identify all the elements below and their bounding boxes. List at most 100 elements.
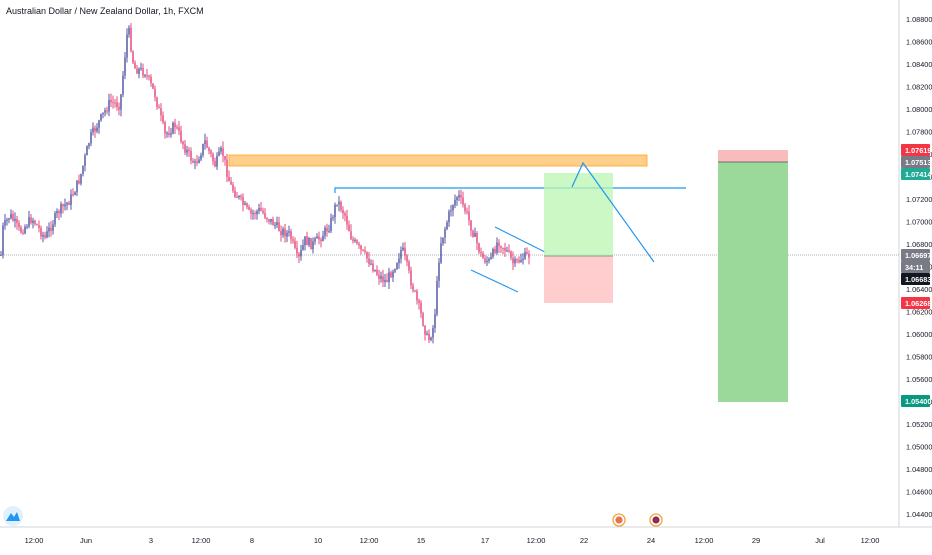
- candle-body: [356, 240, 358, 244]
- candle-body: [364, 250, 366, 252]
- price-tick-label: 1.04600: [906, 488, 932, 497]
- candle-body: [150, 77, 152, 84]
- price-marker-badge: [901, 261, 930, 273]
- candle-body: [70, 194, 72, 205]
- candle-body: [342, 210, 344, 214]
- price-marker-label: 1.05400: [905, 397, 931, 406]
- candle-body: [348, 224, 350, 232]
- candle-body: [188, 149, 190, 152]
- candle-body: [88, 143, 90, 147]
- price-marker-label: 1.06683: [905, 275, 931, 284]
- candle-body: [216, 155, 218, 167]
- candle-body: [114, 102, 116, 104]
- candle-body: [472, 230, 474, 237]
- candle-body: [146, 75, 148, 77]
- candle-body: [176, 127, 178, 129]
- candle-body: [222, 148, 224, 157]
- event-dot: [615, 516, 623, 524]
- candle-body: [394, 269, 396, 272]
- time-tick-label: 12:00: [360, 536, 379, 545]
- candle-body: [416, 290, 418, 301]
- candle-body: [180, 130, 182, 142]
- candle-body: [368, 258, 370, 265]
- candle-body: [226, 159, 228, 177]
- candle-body: [316, 236, 318, 239]
- candle-body: [20, 227, 22, 233]
- candle-body: [42, 234, 44, 237]
- candle-body: [94, 127, 96, 132]
- candle-body: [252, 213, 254, 215]
- projected-path-line: [571, 161, 655, 263]
- candle-body: [408, 261, 410, 271]
- candle-body: [2, 225, 4, 255]
- candle-body: [488, 258, 490, 261]
- candle-body: [204, 140, 206, 145]
- price-tick-label: 1.08400: [906, 60, 932, 69]
- price-marker-badge: [901, 156, 930, 168]
- candle-body: [256, 211, 258, 215]
- candle-body: [362, 249, 364, 251]
- candle-body: [310, 238, 312, 250]
- candle-body: [458, 195, 460, 198]
- candle-body: [262, 210, 264, 213]
- candle-body: [238, 195, 240, 198]
- candle-body: [186, 149, 188, 153]
- candle-body: [308, 238, 310, 246]
- candle-body: [230, 181, 232, 185]
- candle-body: [324, 227, 326, 236]
- price-marker-label: 1.07513: [905, 158, 931, 167]
- candle-body: [98, 120, 100, 128]
- tradingview-logo-icon: [6, 512, 20, 521]
- candle-body: [504, 247, 506, 251]
- candle-body: [128, 27, 130, 35]
- candle-body: [248, 206, 250, 210]
- price-tick-label: 1.08600: [906, 38, 932, 47]
- candle-body: [268, 219, 270, 222]
- candle-body: [284, 228, 286, 237]
- candle-body: [110, 100, 112, 103]
- candle-body: [82, 165, 84, 174]
- candle-body: [354, 240, 356, 242]
- time-tick-label: 12:00: [25, 536, 44, 545]
- candle-body: [302, 245, 304, 250]
- candle-body: [220, 148, 222, 152]
- candle-body: [58, 211, 60, 214]
- candle-body: [212, 153, 214, 162]
- candle-body: [30, 217, 32, 224]
- candle-body: [170, 133, 172, 135]
- candle-body: [402, 247, 404, 251]
- candle-body: [482, 253, 484, 259]
- tradingview-logo[interactable]: [3, 506, 23, 526]
- candle-body: [240, 195, 242, 198]
- candlestick-series: [0, 23, 530, 344]
- price-marker-badge: [901, 144, 930, 156]
- candle-body: [190, 151, 192, 161]
- candle-body: [242, 197, 244, 205]
- candle-body: [206, 140, 208, 148]
- candle-body: [468, 211, 470, 221]
- candle-body: [196, 161, 198, 163]
- price-tick-label: 1.08000: [906, 105, 932, 114]
- candle-body: [286, 232, 288, 237]
- candle-body: [450, 210, 452, 212]
- candle-body: [92, 127, 94, 133]
- candle-body: [360, 245, 362, 250]
- candle-body: [406, 255, 408, 262]
- candle-body: [218, 151, 220, 156]
- candle-body: [300, 249, 302, 257]
- candle-body: [192, 160, 194, 163]
- time-tick-label: 12:00: [192, 536, 211, 545]
- price-marker-label: 1.06697: [905, 251, 931, 260]
- candle-body: [334, 204, 336, 218]
- candle-body: [480, 251, 482, 254]
- candle-body: [22, 232, 24, 234]
- candle-body: [210, 150, 212, 154]
- price-marker-badge: [901, 273, 930, 285]
- price-tick-label: 1.06800: [906, 240, 932, 249]
- candle-body: [246, 203, 248, 207]
- time-axis: 12:00 Jun 3 12:00 8 10 12:00 15 17 12:00 22 24 12:00…: [25, 536, 880, 545]
- candle-body: [378, 274, 380, 279]
- time-tick-label: 3: [149, 536, 153, 545]
